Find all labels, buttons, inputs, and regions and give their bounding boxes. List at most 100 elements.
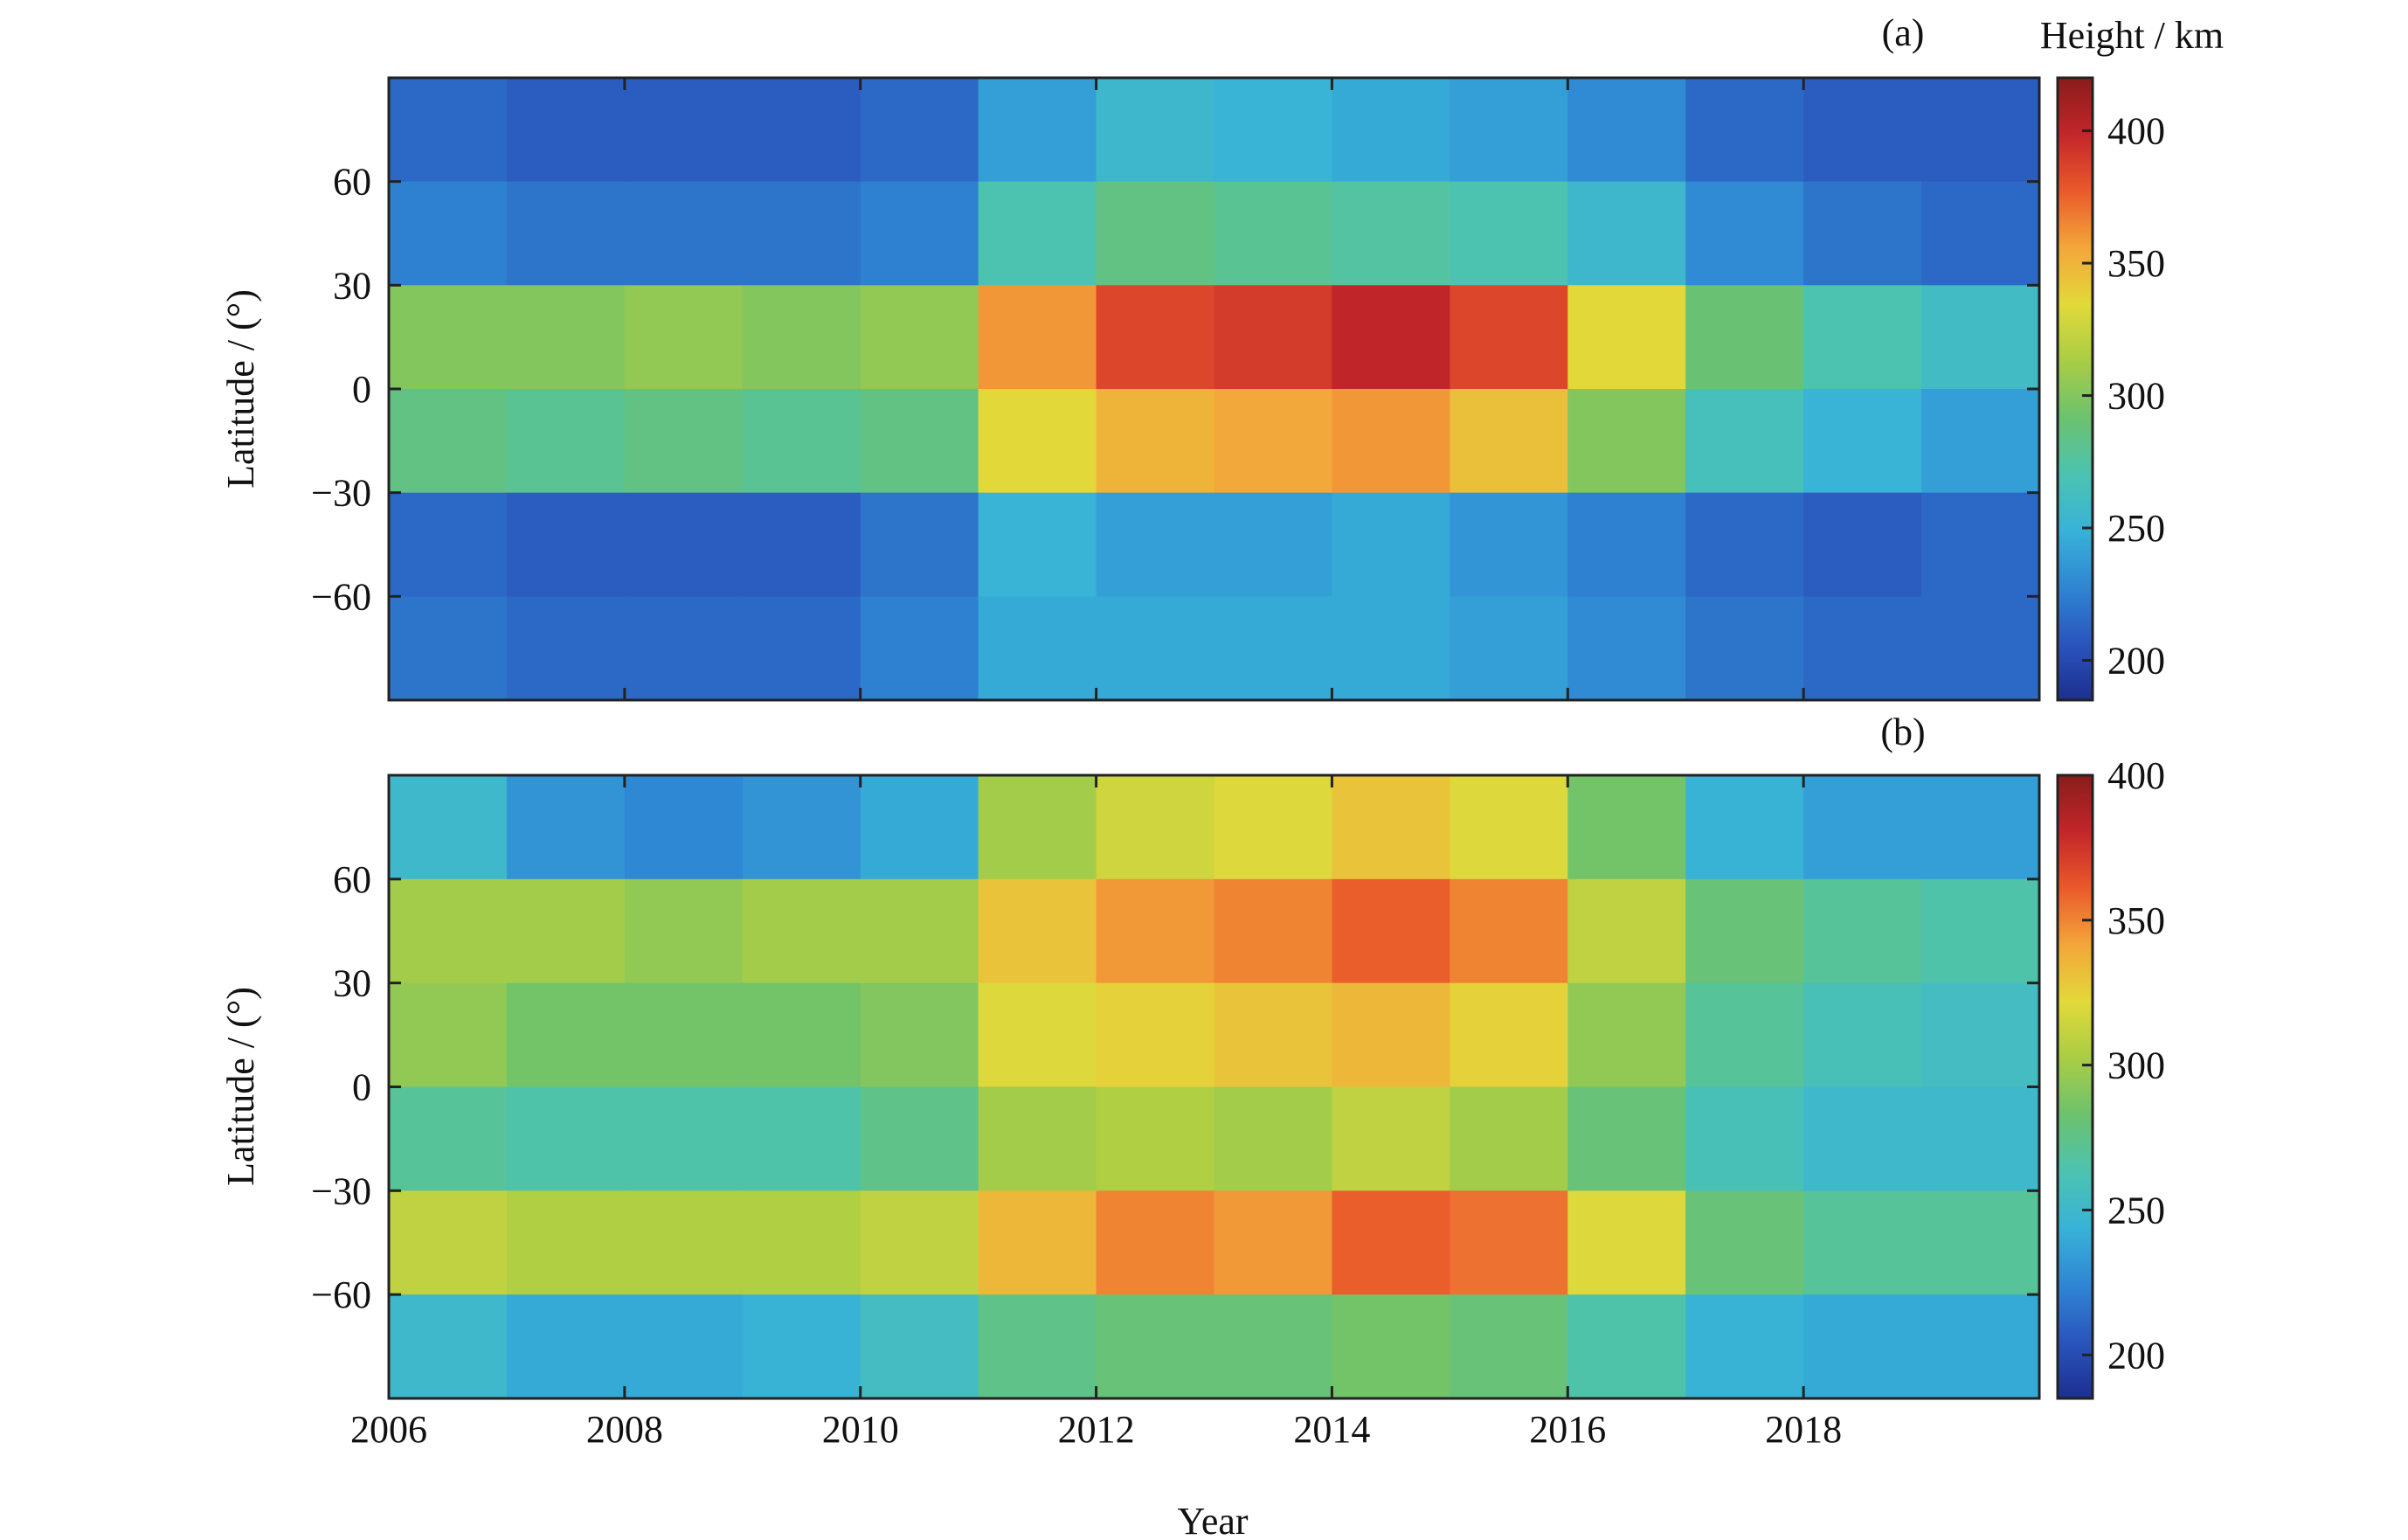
heatmap-cell <box>1921 492 2040 597</box>
heatmap-cell <box>1567 389 1686 494</box>
y-tick-label: −60 <box>311 575 371 618</box>
heatmap-cell <box>624 1294 744 1399</box>
heatmap-cell <box>742 492 861 597</box>
heatmap-cell <box>506 775 626 880</box>
heatmap-cell <box>506 181 626 286</box>
heatmap-cell <box>860 878 979 984</box>
heatmap-cell <box>1567 1190 1686 1295</box>
heatmap-cell <box>1921 181 2040 286</box>
heatmap-cell <box>624 878 744 984</box>
heatmap-cell <box>1332 878 1450 984</box>
heatmap-cell <box>1567 1086 1686 1191</box>
heatmap-cell <box>624 1190 744 1295</box>
heatmap-cell <box>1921 1294 2040 1399</box>
heatmap-cell <box>624 181 744 286</box>
heatmap-cell <box>389 775 508 880</box>
panel-a-heatmap-cells <box>389 78 2040 701</box>
heatmap-cell <box>506 389 626 494</box>
heatmap-cell <box>1567 285 1686 390</box>
heatmap-cell <box>389 285 508 390</box>
heatmap-cell <box>860 389 979 494</box>
colorbar-tick-label: 400 <box>2107 754 2165 797</box>
heatmap-cell <box>1921 1086 2040 1191</box>
heatmap-cell <box>742 1190 861 1295</box>
heatmap-cell <box>1096 285 1215 390</box>
panel-b-colorbar-ticks: 200 250 300 350 400 <box>2082 754 2165 1377</box>
panel-b-ticks: 2006 2008 2010 2012 2014 2016 2018 −60 −30 0 30 60 <box>311 775 2039 1451</box>
heatmap-cell <box>742 775 861 880</box>
heatmap-cell <box>860 596 979 701</box>
panel-a-ylabel: Latitude / (°) <box>219 289 262 489</box>
colorbar-tick-label: 350 <box>2107 899 2165 942</box>
heatmap-cell <box>624 285 744 390</box>
heatmap-cell <box>624 389 744 494</box>
heatmap-cell <box>1803 1190 1922 1295</box>
heatmap-cell <box>506 1190 626 1295</box>
heatmap-cell <box>1214 1086 1333 1191</box>
x-tick-label: 2012 <box>1058 1408 1135 1451</box>
heatmap-cell <box>389 389 508 494</box>
heatmap-cell <box>1450 1086 1568 1191</box>
heatmap-cell <box>1214 878 1333 984</box>
heatmap-cell <box>978 78 1097 183</box>
x-axis-label: Year <box>1177 1500 1248 1540</box>
heatmap-cell <box>1921 596 2040 701</box>
heatmap-cell <box>978 878 1097 984</box>
heatmap-cell <box>742 78 861 183</box>
heatmap-cell <box>1803 181 1922 286</box>
heatmap-cell <box>1685 492 1804 597</box>
panel-a-label: (a) <box>1882 11 1925 54</box>
heatmap-cell <box>1332 775 1450 880</box>
y-tick-label: −30 <box>311 472 371 515</box>
heatmap-cell <box>742 1086 861 1191</box>
panel-b-label: (b) <box>1880 711 1925 753</box>
heatmap-cell <box>1685 596 1804 701</box>
colorbar-tick-label: 400 <box>2107 110 2165 153</box>
panel-a-colorbar <box>2056 76 2094 702</box>
heatmap-cell <box>624 492 744 597</box>
panel-b-heatmap-cells <box>389 775 2040 1399</box>
heatmap-cell <box>1685 1086 1804 1191</box>
heatmap-cell <box>1450 982 1568 1088</box>
heatmap-cell <box>742 181 861 286</box>
heatmap-cell <box>1567 982 1686 1088</box>
heatmap-cell <box>1803 285 1922 390</box>
heatmap-cell <box>624 596 744 701</box>
heatmap-cell <box>1214 492 1333 597</box>
y-tick-label: 30 <box>333 264 371 307</box>
heatmap-cell <box>624 982 744 1088</box>
heatmap-cell <box>1685 285 1804 390</box>
heatmap-cell <box>1214 78 1333 183</box>
heatmap-cell <box>1450 775 1568 880</box>
heatmap-cell <box>1332 1086 1450 1191</box>
heatmap-cell <box>1450 492 1568 597</box>
heatmap-cell <box>860 1086 979 1191</box>
heatmap-cell <box>1567 596 1686 701</box>
heatmap-cell <box>1803 1086 1922 1191</box>
heatmap-cell <box>1096 1294 1215 1399</box>
panel-a: (a) Height / km −60 −30 0 30 60 Latitude / (… <box>219 11 2224 702</box>
heatmap-cell <box>1096 982 1215 1088</box>
heatmap-cell <box>506 1086 626 1191</box>
heatmap-cell <box>1685 1294 1804 1399</box>
heatmap-cell <box>1332 982 1450 1088</box>
heatmap-cell <box>389 596 508 701</box>
heatmap-cell <box>389 878 508 984</box>
heatmap-cell <box>1803 775 1922 880</box>
heatmap-cell <box>389 1190 508 1295</box>
heatmap-cell <box>506 78 626 183</box>
heatmap-cell <box>1332 389 1450 494</box>
heatmap-cell <box>978 285 1097 390</box>
heatmap-cell <box>1567 78 1686 183</box>
heatmap-cell <box>389 78 508 183</box>
heatmap-cell <box>1803 389 1922 494</box>
heatmap-cell <box>389 1294 508 1399</box>
heatmap-cell <box>389 181 508 286</box>
heatmap-cell <box>624 78 744 183</box>
heatmap-cell <box>1921 389 2040 494</box>
heatmap-cell <box>1921 982 2040 1088</box>
heatmap-cell <box>1450 389 1568 494</box>
heatmap-cell <box>1096 492 1215 597</box>
heatmap-cell <box>1803 78 1922 183</box>
